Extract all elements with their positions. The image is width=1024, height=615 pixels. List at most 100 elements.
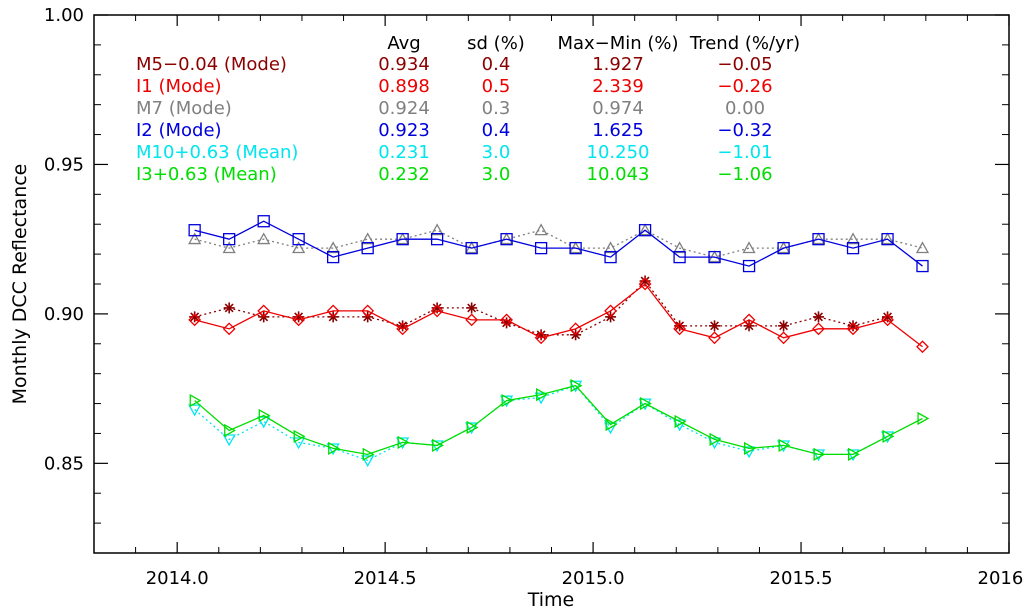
legend-stat-value: 2.339 xyxy=(592,76,644,97)
data-point xyxy=(534,331,548,345)
legend-stat-value: 1.625 xyxy=(592,120,644,141)
data-point xyxy=(881,313,894,327)
data-point xyxy=(674,414,687,429)
data-point xyxy=(811,232,826,245)
data-point xyxy=(326,304,340,318)
data-point xyxy=(500,233,513,246)
data-point xyxy=(778,438,791,453)
data-point xyxy=(673,250,686,264)
data-point xyxy=(257,232,271,245)
series-line xyxy=(194,384,888,462)
data-point xyxy=(188,232,202,245)
data-point xyxy=(813,447,826,461)
legend-stat-value: −1.06 xyxy=(717,164,772,185)
data-point xyxy=(880,431,895,444)
data-point xyxy=(466,302,478,314)
data-point xyxy=(189,311,201,323)
data-point xyxy=(881,233,894,246)
data-point xyxy=(742,446,756,459)
data-point xyxy=(638,277,652,291)
data-point xyxy=(188,224,201,237)
data-point xyxy=(638,398,652,411)
legend-stat-value: −1.01 xyxy=(717,142,772,163)
y-tick-label: 0.90 xyxy=(44,304,84,325)
y-axis-label: Monthly DCC Reflectance xyxy=(9,164,31,405)
data-point xyxy=(224,423,237,438)
data-point xyxy=(570,379,583,393)
legend-stat-value: 0.231 xyxy=(378,142,430,163)
data-point xyxy=(222,241,236,254)
series-line xyxy=(194,283,923,348)
legend-series-name: I1 (Mode) xyxy=(136,76,222,97)
x-tick-label: 2015.0 xyxy=(562,568,625,589)
legend-stat-value: 0.00 xyxy=(725,98,765,119)
data-point xyxy=(708,250,721,264)
axis-tick-labels: 2014.0 2014.5 2015.0 2015.5 2016.0 0.85 0.90 0.… xyxy=(44,5,1024,589)
x-tick-label: 2016.0 xyxy=(978,568,1024,589)
data-point xyxy=(361,232,375,245)
legend-stat-value: 3.0 xyxy=(482,142,511,163)
legend-stat-value: 0.934 xyxy=(378,54,430,75)
data-point xyxy=(257,304,271,318)
data-point xyxy=(673,322,687,336)
data-point xyxy=(465,241,478,255)
data-point xyxy=(846,232,860,245)
data-point xyxy=(501,393,514,408)
table-header: Trend (%/yr) xyxy=(689,33,800,54)
data-point xyxy=(396,322,410,336)
table-header: sd (%) xyxy=(467,33,525,54)
x-tick-label: 2014.5 xyxy=(354,568,417,589)
data-point xyxy=(293,429,306,444)
data-point xyxy=(534,223,548,236)
series-5 xyxy=(189,379,930,461)
legend-stat-value: −0.05 xyxy=(717,54,772,75)
data-point xyxy=(396,233,409,246)
legend-stat-value: 0.3 xyxy=(482,98,511,119)
data-point xyxy=(534,392,548,405)
data-point xyxy=(222,322,236,336)
data-point xyxy=(361,455,375,468)
legend-stat-value: 0.4 xyxy=(482,54,511,75)
data-point xyxy=(880,232,895,245)
data-point xyxy=(431,302,443,314)
data-point xyxy=(603,241,618,254)
data-point xyxy=(708,331,721,345)
data-point xyxy=(742,259,756,273)
legend-series-name: I3+0.63 (Mean) xyxy=(136,164,277,185)
legend-series-name: I2 (Mode) xyxy=(136,120,222,141)
data-point xyxy=(258,408,271,423)
y-tick-label: 0.85 xyxy=(44,453,84,474)
data-point xyxy=(742,241,756,254)
series-1 xyxy=(188,277,929,354)
data-point xyxy=(361,241,374,255)
data-point xyxy=(882,311,894,323)
series-4 xyxy=(188,380,895,468)
data-point xyxy=(257,215,270,228)
data-point xyxy=(223,233,236,246)
series-line xyxy=(194,220,923,267)
legend-series-name: M10+0.63 (Mean) xyxy=(136,142,298,163)
data-point xyxy=(742,313,756,327)
data-point xyxy=(328,441,340,455)
data-point xyxy=(605,417,618,432)
series-2 xyxy=(188,223,930,263)
data-point xyxy=(189,393,202,408)
data-point xyxy=(326,241,340,254)
data-point xyxy=(430,223,444,236)
data-point xyxy=(292,313,306,327)
legend-stat-value: 3.0 xyxy=(482,164,511,185)
data-point xyxy=(430,304,444,318)
data-point xyxy=(361,304,375,318)
data-point xyxy=(812,322,825,336)
data-point xyxy=(292,437,306,450)
data-point xyxy=(465,422,479,435)
data-point xyxy=(672,241,687,254)
data-point xyxy=(534,241,548,255)
legend-stat-value: 0.4 xyxy=(482,120,511,141)
data-point xyxy=(466,420,479,435)
data-point xyxy=(188,313,202,327)
data-point xyxy=(292,233,305,246)
data-point xyxy=(430,440,444,453)
data-point xyxy=(777,241,790,255)
